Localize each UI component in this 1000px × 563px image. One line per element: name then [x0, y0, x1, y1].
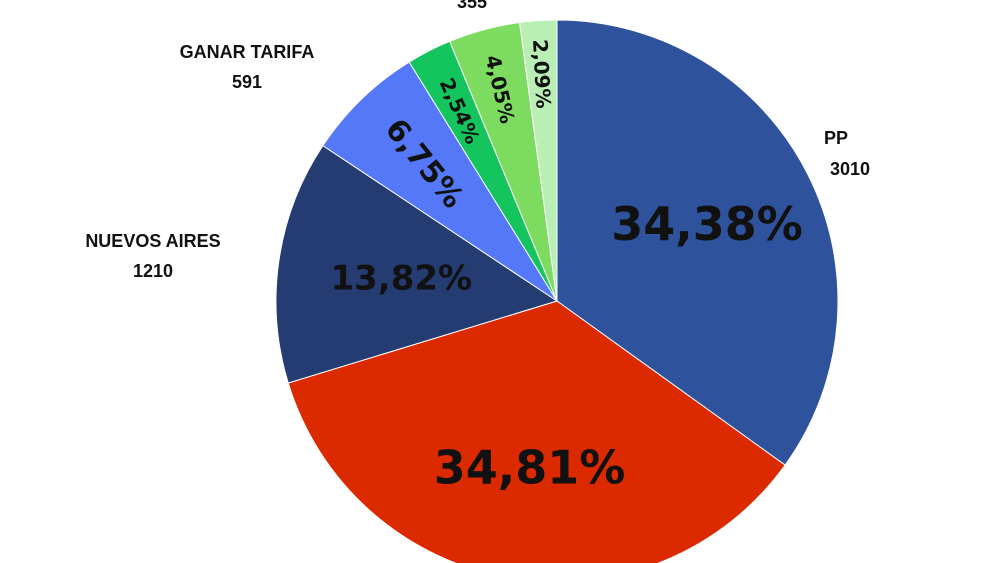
percent-label-1: 34,38% — [611, 197, 803, 251]
label-nuevos-aires-name: NUEVOS AIRES — [85, 231, 220, 251]
pie-slice-4 — [322, 61, 558, 302]
label-355-value: 355 — [457, 0, 487, 12]
pie-slice-3 — [275, 144, 559, 384]
pie-slices — [275, 19, 839, 563]
pie-slice-7 — [519, 19, 558, 302]
category-labels: PP 3010 NUEVOS AIRES 1210 GANAR TARIFA 5… — [85, 0, 870, 281]
label-ganar-tarifa-value: 591 — [232, 72, 262, 92]
label-pp-name: PP — [824, 128, 848, 148]
percent-label-3: 13,82% — [330, 258, 472, 298]
percent-label-2: 34,81% — [434, 440, 626, 494]
label-nuevos-aires-value: 1210 — [133, 261, 173, 281]
pie-slice-2 — [287, 300, 786, 563]
percent-label-7: 2,09% — [528, 39, 556, 110]
pie-slice-1 — [556, 19, 839, 466]
label-pp-value: 3010 — [830, 159, 870, 179]
label-ganar-tarifa-name: GANAR TARIFA — [180, 42, 315, 62]
